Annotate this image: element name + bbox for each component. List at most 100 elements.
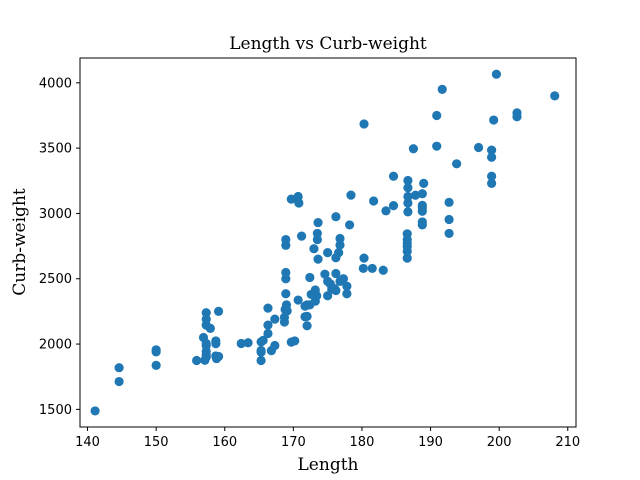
data-point bbox=[263, 320, 273, 330]
data-point bbox=[432, 141, 442, 151]
data-point bbox=[331, 285, 341, 296]
x-axis-label: Length bbox=[298, 455, 359, 475]
data-point bbox=[444, 228, 454, 239]
x-tick-label: 150 bbox=[144, 435, 169, 450]
data-point bbox=[452, 159, 462, 169]
data-point bbox=[205, 323, 215, 333]
data-point bbox=[403, 207, 413, 217]
data-point bbox=[256, 355, 266, 366]
data-point bbox=[417, 189, 427, 199]
data-point bbox=[302, 321, 312, 331]
y-tick-label: 2000 bbox=[39, 338, 72, 353]
data-point bbox=[487, 178, 497, 188]
data-point bbox=[408, 144, 419, 154]
data-point bbox=[334, 248, 344, 258]
data-point bbox=[281, 267, 291, 278]
data-point bbox=[342, 281, 352, 291]
data-point bbox=[378, 265, 388, 275]
data-point bbox=[270, 340, 280, 351]
data-point bbox=[331, 212, 341, 222]
data-point bbox=[151, 360, 161, 370]
data-point bbox=[243, 338, 253, 348]
x-tick-label: 180 bbox=[350, 435, 375, 450]
x-tick-label: 190 bbox=[418, 435, 443, 450]
data-point bbox=[487, 145, 497, 155]
data-point bbox=[410, 190, 421, 200]
data-point bbox=[512, 108, 522, 118]
data-point bbox=[358, 263, 368, 274]
x-tick-label: 170 bbox=[281, 435, 306, 450]
data-point bbox=[335, 240, 345, 250]
data-point bbox=[281, 234, 291, 245]
y-tick-label: 4000 bbox=[39, 76, 72, 91]
data-point bbox=[201, 338, 211, 349]
data-point bbox=[312, 291, 322, 301]
data-point bbox=[290, 336, 300, 346]
data-point bbox=[369, 196, 379, 206]
data-point bbox=[313, 217, 323, 228]
data-point bbox=[282, 306, 292, 316]
data-point bbox=[437, 84, 447, 94]
data-point bbox=[256, 345, 266, 356]
data-point bbox=[444, 197, 454, 207]
data-point bbox=[305, 272, 315, 283]
data-point bbox=[323, 248, 333, 258]
data-point bbox=[211, 339, 221, 349]
x-axis-ticks: 140 150 160 170 180 190 200 210 bbox=[75, 427, 580, 450]
data-point bbox=[419, 178, 429, 188]
data-point bbox=[293, 295, 303, 305]
data-point bbox=[263, 328, 273, 339]
y-tick-label: 3000 bbox=[39, 207, 72, 222]
data-point bbox=[309, 244, 319, 254]
plot-area bbox=[80, 58, 576, 427]
data-point bbox=[213, 306, 224, 316]
data-point bbox=[359, 119, 369, 129]
data-point bbox=[323, 291, 333, 301]
data-point bbox=[342, 289, 352, 299]
x-tick-label: 140 bbox=[75, 435, 100, 450]
data-point bbox=[294, 198, 304, 208]
data-point bbox=[335, 233, 345, 244]
data-point bbox=[201, 314, 211, 324]
x-tick-label: 160 bbox=[212, 435, 237, 450]
data-point bbox=[345, 220, 355, 230]
data-point bbox=[338, 274, 349, 284]
data-point bbox=[402, 253, 412, 263]
data-point bbox=[346, 190, 356, 200]
chart-title: Length vs Curb-weight bbox=[229, 34, 427, 54]
data-point bbox=[444, 214, 454, 225]
data-point bbox=[403, 191, 413, 202]
data-point bbox=[487, 171, 497, 181]
data-point bbox=[381, 206, 391, 216]
data-point bbox=[487, 152, 497, 162]
data-point bbox=[313, 254, 323, 264]
x-tick-label: 210 bbox=[555, 435, 580, 450]
data-point bbox=[312, 228, 322, 239]
data-point bbox=[258, 335, 268, 345]
data-point bbox=[402, 229, 412, 239]
plot-frame bbox=[79, 57, 577, 428]
data-point bbox=[550, 91, 560, 101]
data-point bbox=[417, 217, 427, 227]
data-point bbox=[491, 69, 502, 79]
data-point bbox=[114, 376, 124, 387]
data-point bbox=[320, 269, 330, 279]
data-point bbox=[270, 314, 280, 324]
y-axis-label: Curb-weight bbox=[10, 188, 30, 296]
y-tick-label: 1500 bbox=[39, 403, 72, 418]
data-point bbox=[302, 311, 312, 321]
data-point bbox=[296, 231, 307, 241]
data-point bbox=[403, 175, 413, 186]
data-point bbox=[192, 355, 202, 366]
y-axis-ticks: 1500 2000 2500 3000 3500 4000 bbox=[39, 76, 80, 418]
data-point bbox=[331, 268, 341, 279]
data-point bbox=[151, 345, 161, 355]
data-point bbox=[263, 303, 273, 313]
data-point bbox=[489, 115, 499, 125]
data-point bbox=[236, 338, 246, 349]
x-tick-label: 200 bbox=[487, 435, 512, 450]
data-point bbox=[417, 200, 427, 210]
data-point bbox=[359, 253, 369, 263]
data-point bbox=[213, 351, 224, 362]
